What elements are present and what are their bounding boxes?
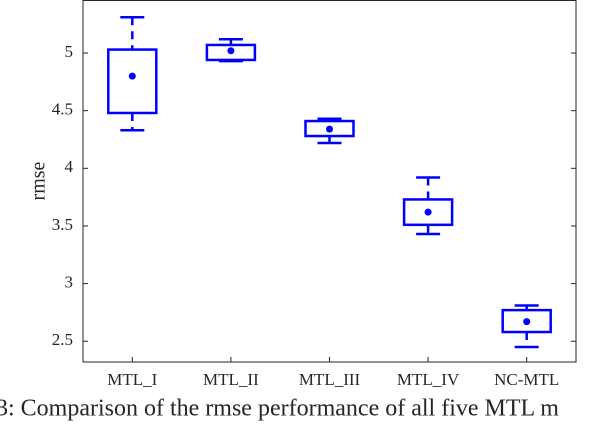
y-tick-label: 4	[65, 157, 74, 176]
x-tick-label: NC-MTL	[494, 370, 559, 389]
mean-dot	[227, 47, 235, 55]
x-tick-label: MTL_III	[299, 370, 361, 389]
caption: 3: Comparison of the rmse performance of…	[0, 396, 559, 422]
y-tick-label: 4.5	[52, 100, 73, 119]
mean-dot	[326, 125, 333, 133]
y-tick-label: 3	[65, 273, 74, 292]
y-tick-label: 2.5	[52, 330, 73, 349]
mean-dot	[523, 318, 531, 326]
y-axis-label: rmse	[28, 161, 50, 200]
x-tick-label: MTL_II	[203, 370, 259, 389]
mean-dot	[424, 208, 432, 216]
x-tick-label: MTL_I	[107, 370, 157, 389]
box	[107, 48, 158, 115]
y-tick-label: 3.5	[52, 215, 73, 234]
x-tick-label: MTL_IV	[397, 370, 460, 389]
y-tick-label: 5	[65, 42, 74, 61]
mean-dot	[128, 72, 136, 80]
